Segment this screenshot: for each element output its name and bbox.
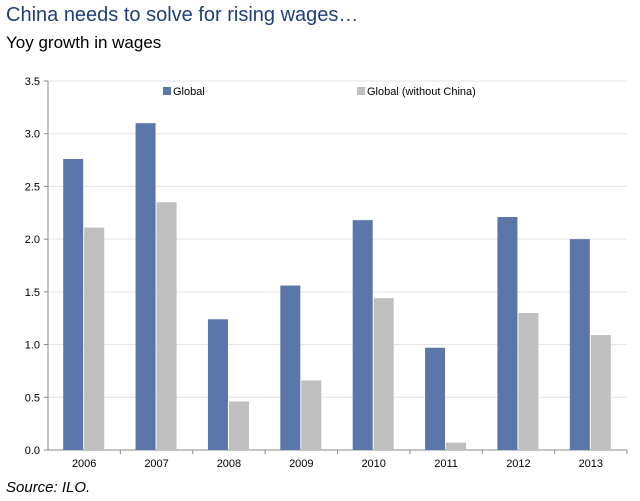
bar-global-2010 [352, 220, 373, 450]
y-tick-label: 0.5 [25, 392, 40, 404]
x-tick-label: 2010 [361, 458, 385, 470]
source-note: Source: ILO. [6, 479, 91, 496]
bar-global-without-china-2008 [228, 401, 249, 450]
bar-global-2006 [63, 159, 84, 450]
bar-global-without-china-2010 [373, 298, 394, 450]
chart-subtitle: Yoy growth in wages [6, 33, 162, 52]
x-tick-label: 2007 [144, 458, 168, 470]
x-tick-label: 2008 [217, 458, 241, 470]
bar-global-2012 [497, 217, 518, 450]
legend-swatch [163, 87, 171, 95]
x-tick-label: 2009 [289, 458, 313, 470]
bar-global-without-china-2013 [590, 335, 611, 450]
bar-global-2008 [207, 319, 228, 450]
y-tick-label: 2.5 [25, 181, 40, 193]
bar-global-without-china-2006 [84, 227, 105, 450]
bar-global-without-china-2007 [156, 202, 177, 450]
x-tick-label: 2006 [72, 458, 96, 470]
x-tick-label: 2012 [506, 458, 530, 470]
y-tick-label: 2.0 [25, 234, 40, 246]
y-tick-label: 3.5 [25, 76, 40, 88]
x-tick-label: 2013 [579, 458, 603, 470]
legend-label: Global [173, 86, 205, 98]
legend-swatch [357, 87, 365, 95]
bar-global-without-china-2012 [518, 312, 539, 450]
bar-global-without-china-2011 [446, 442, 467, 450]
y-tick-label: 0.0 [25, 445, 40, 457]
y-tick-label: 3.0 [25, 129, 40, 141]
x-tick-label: 2011 [434, 458, 458, 470]
legend-label: Global (without China) [367, 86, 476, 98]
y-tick-label: 1.5 [25, 287, 40, 299]
bar-global-2011 [425, 347, 446, 450]
bar-global-2013 [569, 239, 590, 450]
bar-global-2009 [280, 285, 301, 450]
bar-global-without-china-2009 [301, 380, 322, 450]
y-tick-label: 1.0 [25, 340, 40, 352]
bar-global-2007 [135, 123, 156, 451]
chart-title: China needs to solve for rising wages… [6, 4, 359, 26]
